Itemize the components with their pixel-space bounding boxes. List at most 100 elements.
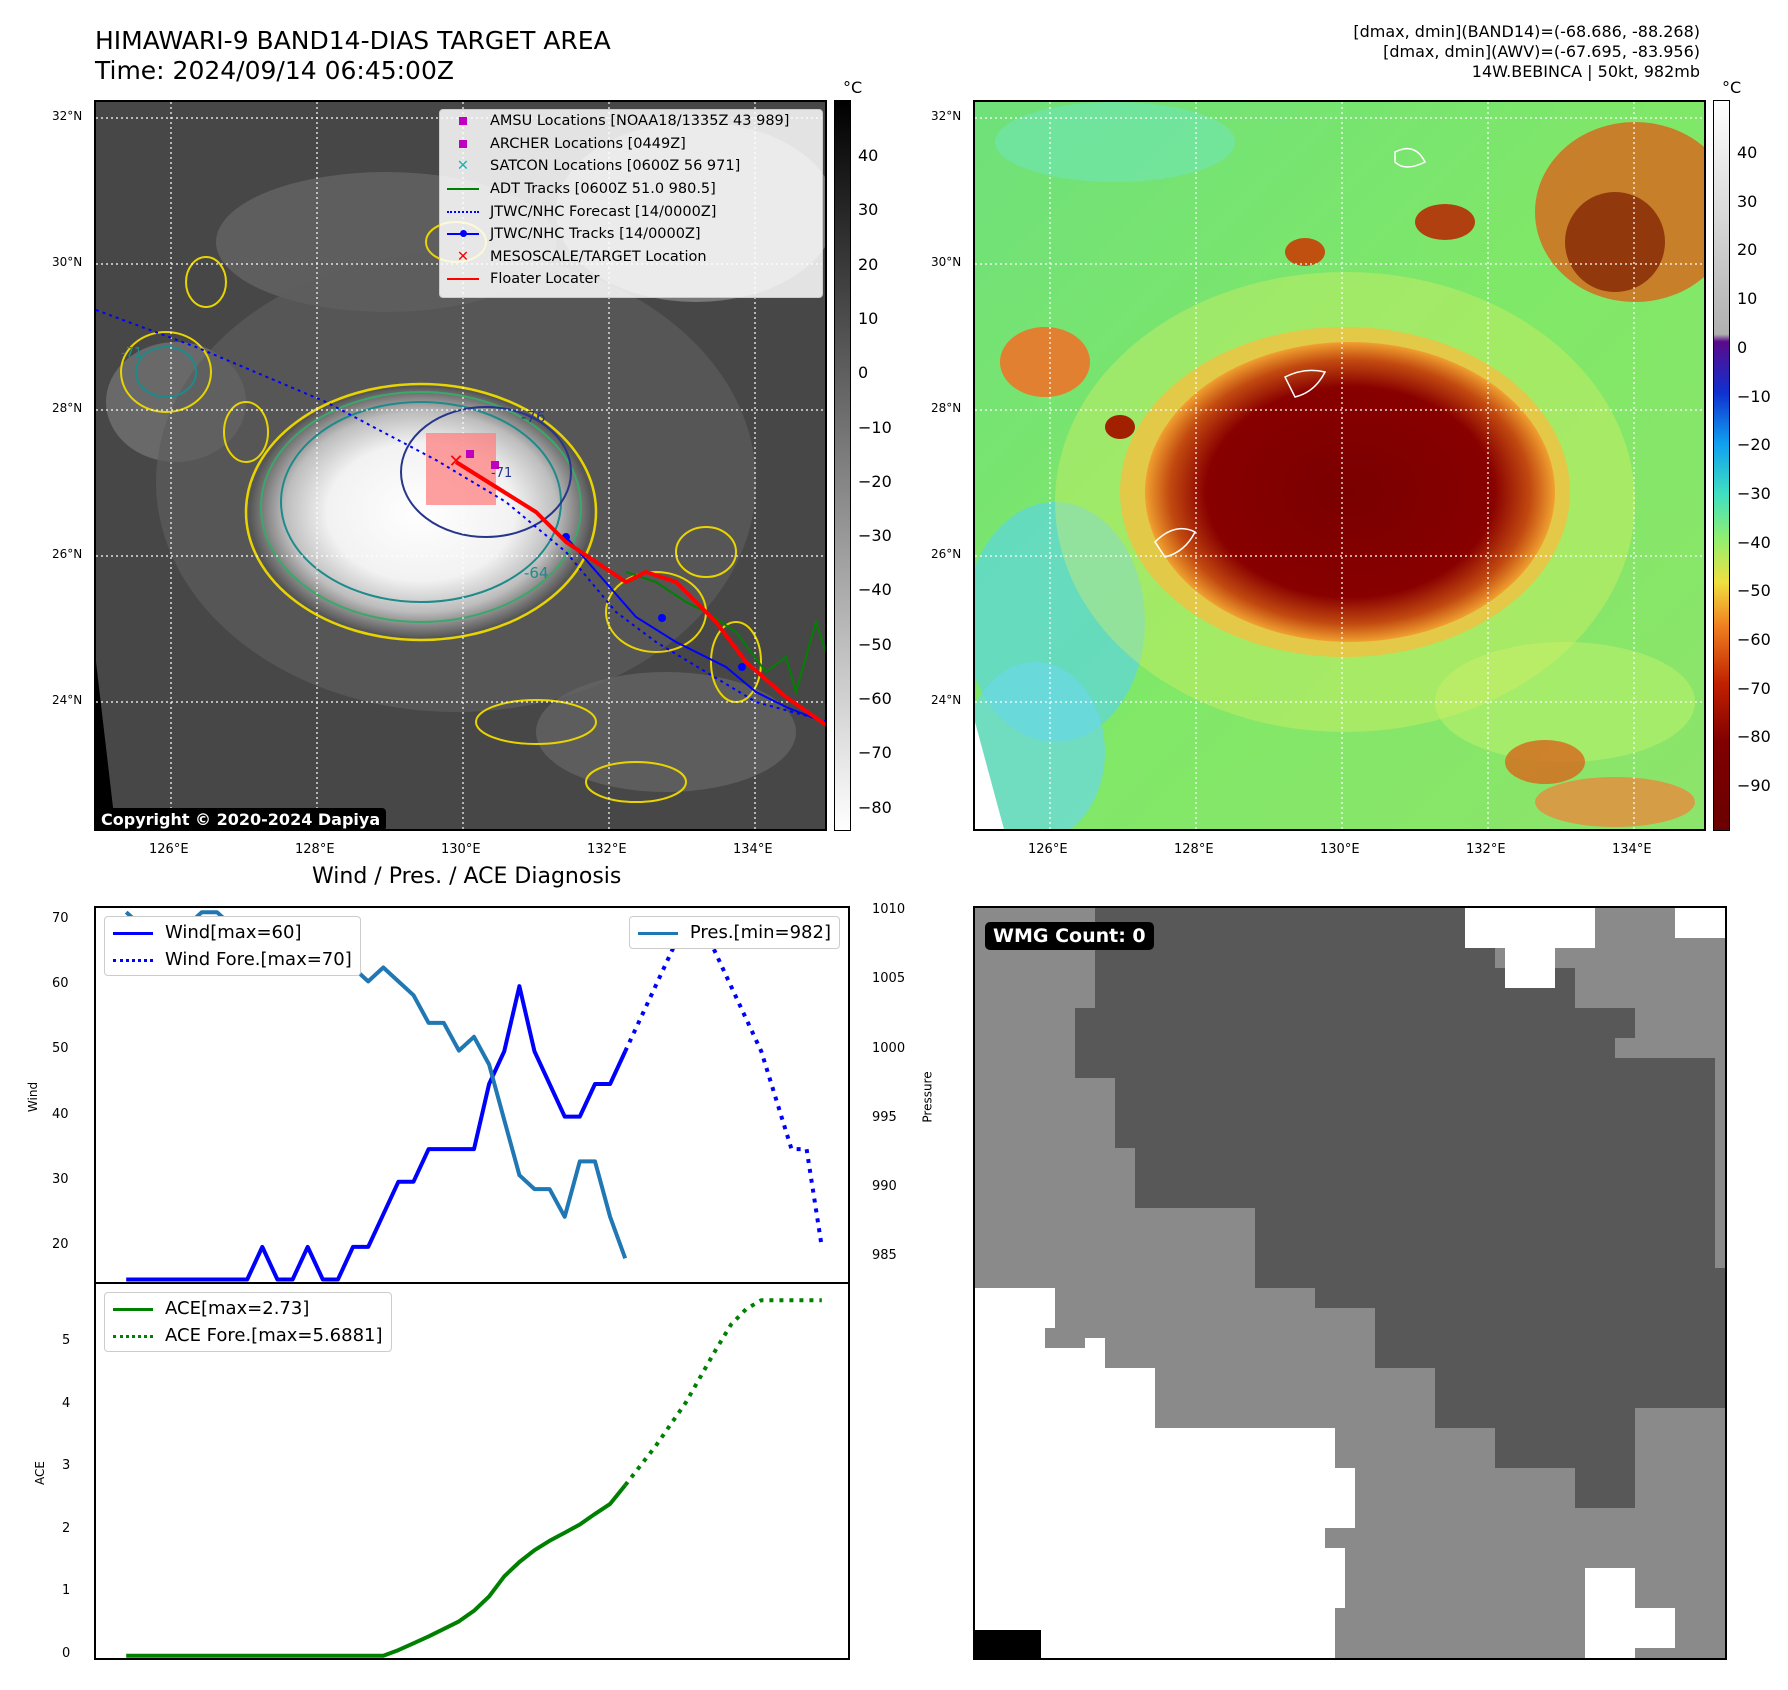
contour-label-71b: -71 — [491, 466, 512, 481]
colorbar-tick: −80 — [858, 797, 892, 817]
lon-label: 126°E — [1028, 842, 1068, 857]
colorbar-tick: 10 — [1737, 289, 1758, 309]
legend-symbol — [444, 113, 482, 129]
wind-axis-label: Wind — [26, 1081, 41, 1113]
legend-symbol: ✕ — [456, 248, 470, 265]
pressure-tick-label: 995 — [872, 1109, 897, 1125]
colorbar-tick: −40 — [858, 580, 892, 600]
lon-label: 128°E — [295, 842, 335, 857]
colorbar-tick: −40 — [1737, 532, 1771, 552]
ace-tick-label: 0 — [62, 1645, 71, 1661]
ace-tick-label: 5 — [62, 1333, 71, 1349]
pressure-tick-label: 985 — [872, 1248, 897, 1264]
colorbar-tick: −50 — [1737, 581, 1771, 601]
colorbar-tick: −50 — [858, 634, 892, 654]
ace-axis-label: ACE — [32, 1461, 47, 1485]
wind-legend: Wind[max=60] Wind Fore.[max=70] — [104, 916, 361, 976]
map-legend: AMSU Locations [NOAA18/1335Z 43 989] ARCH… — [439, 109, 823, 298]
wind-tick-label: 70 — [52, 911, 69, 927]
wmg-image — [975, 908, 1725, 1658]
lat-label: 32°N — [52, 109, 83, 123]
lon-label: 130°E — [1320, 842, 1360, 857]
pressure-tick-label: 1005 — [872, 971, 906, 987]
legend-symbol — [444, 226, 482, 242]
ace-series-line — [126, 1483, 627, 1658]
band14-map: ✕ -76 -64 -71 -71 AMSU Locations [NOAA18… — [94, 100, 827, 831]
figure-title: HIMAWARI-9 BAND14-DIAS TARGET AREA Time:… — [95, 26, 611, 86]
legend-item: JTWC/NHC Tracks [14/0000Z] — [440, 223, 822, 246]
lon-label: 130°E — [441, 842, 481, 857]
legend-label: SATCON Locations [0600Z 56 971] — [490, 158, 741, 175]
legend-symbol — [444, 181, 482, 197]
colorbar-tick: −60 — [858, 689, 892, 708]
left-colorbar-unit: °C — [843, 78, 863, 97]
legend-item: ✕ SATCON Locations [0600Z 56 971] — [440, 155, 822, 178]
lon-label: 134°E — [1612, 842, 1652, 857]
colorbar-tick: −70 — [858, 743, 892, 763]
colorbar-tick: 30 — [858, 200, 879, 220]
colorbar-tick: 0 — [858, 363, 869, 383]
legend-item: ADT Tracks [0600Z 51.0 980.5] — [440, 178, 822, 201]
lat-label: 26°N — [931, 547, 962, 561]
legend-symbol — [444, 204, 482, 220]
colorbar-tick: −70 — [1737, 678, 1771, 698]
colorbar-tick: 40 — [858, 146, 879, 165]
legend-label: JTWC/NHC Tracks [14/0000Z] — [490, 226, 701, 243]
awv-map — [973, 100, 1706, 831]
wind-series-line — [126, 984, 628, 1282]
lon-label: 128°E — [1174, 842, 1214, 857]
pres-legend: Pres.[min=982] — [628, 916, 840, 949]
ace-fore-legend-label: ACE Fore.[max=5.6881] — [165, 1325, 383, 1346]
wind-forecast-series-line — [623, 919, 824, 1248]
pressure-axis-label: Pressure — [920, 1071, 935, 1123]
diagnosis-title: Wind / Pres. / ACE Diagnosis — [312, 864, 622, 889]
lat-label: 28°N — [931, 401, 962, 415]
colorbar-tick: 20 — [1737, 240, 1758, 260]
wind-fore-legend-label: Wind Fore.[max=70] — [165, 949, 352, 970]
pressure-tick-label: 1010 — [872, 902, 906, 918]
colorbar-tick: −30 — [1737, 483, 1771, 503]
wind-tick-label: 50 — [52, 1041, 69, 1057]
wind-tick-label: 20 — [52, 1236, 69, 1252]
lon-label: 132°E — [1466, 842, 1506, 857]
copyright-badge: Copyright © 2020-2024 Dapiya — [95, 808, 387, 831]
contour-label-76: -76 — [521, 408, 546, 426]
legend-item: ARCHER Locations [0449Z] — [440, 133, 822, 156]
pressure-series-line — [124, 910, 628, 1259]
legend-label: AMSU Locations [NOAA18/1335Z 43 989] — [490, 113, 790, 130]
legend-item: Floater Locater — [440, 268, 822, 291]
legend-item: ✕ MESOSCALE/TARGET Location — [440, 246, 822, 269]
pres-legend-label: Pres.[min=982] — [689, 922, 831, 943]
legend-label: Floater Locater — [490, 271, 600, 288]
contour-label-71a: -71 — [121, 346, 142, 361]
ace-legend-item: ACE[max=2.73] — [113, 1295, 383, 1322]
pressure-tick-label: 1000 — [872, 1040, 906, 1056]
legend-label: ADT Tracks [0600Z 51.0 980.5] — [490, 181, 716, 198]
ace-tick-label: 2 — [62, 1520, 71, 1536]
colorbar-tick: 30 — [1737, 191, 1758, 211]
lon-label: 126°E — [149, 842, 189, 857]
wmg-panel — [973, 906, 1727, 1660]
wind-tick-label: 40 — [52, 1106, 69, 1122]
colorbar-tick: 20 — [858, 254, 879, 274]
wmg-count-badge: WMG Count: 0 — [985, 922, 1154, 950]
left-colorbar — [834, 100, 851, 831]
wind-tick-label: 30 — [52, 1171, 69, 1187]
ace-tick-label: 4 — [62, 1395, 71, 1411]
colorbar-tick: −10 — [1737, 386, 1771, 406]
legend-item: JTWC/NHC Forecast [14/0000Z] — [440, 200, 822, 223]
wind-fore-legend-item: Wind Fore.[max=70] — [113, 946, 352, 973]
colorbar-tick: −90 — [1737, 776, 1771, 796]
stats-awv: [dmax, dmin](AWV)=(-67.695, -83.956) — [1383, 42, 1700, 61]
ace-forecast-series-line — [623, 1298, 822, 1487]
lat-label: 28°N — [52, 401, 83, 415]
lat-label: 26°N — [52, 547, 83, 561]
legend-item: AMSU Locations [NOAA18/1335Z 43 989] — [440, 110, 822, 133]
title-time: Time: 2024/09/14 06:45:00Z — [95, 56, 454, 85]
ace-legend: ACE[max=2.73] ACE Fore.[max=5.6881] — [104, 1292, 392, 1352]
pressure-tick-label: 990 — [872, 1179, 897, 1195]
lat-label: 24°N — [52, 693, 83, 707]
wind-pressure-chart: Wind[max=60] Wind Fore.[max=70] Pres.[mi… — [94, 906, 850, 1284]
svg-text:✕: ✕ — [448, 451, 463, 472]
lat-label: 24°N — [931, 693, 962, 707]
